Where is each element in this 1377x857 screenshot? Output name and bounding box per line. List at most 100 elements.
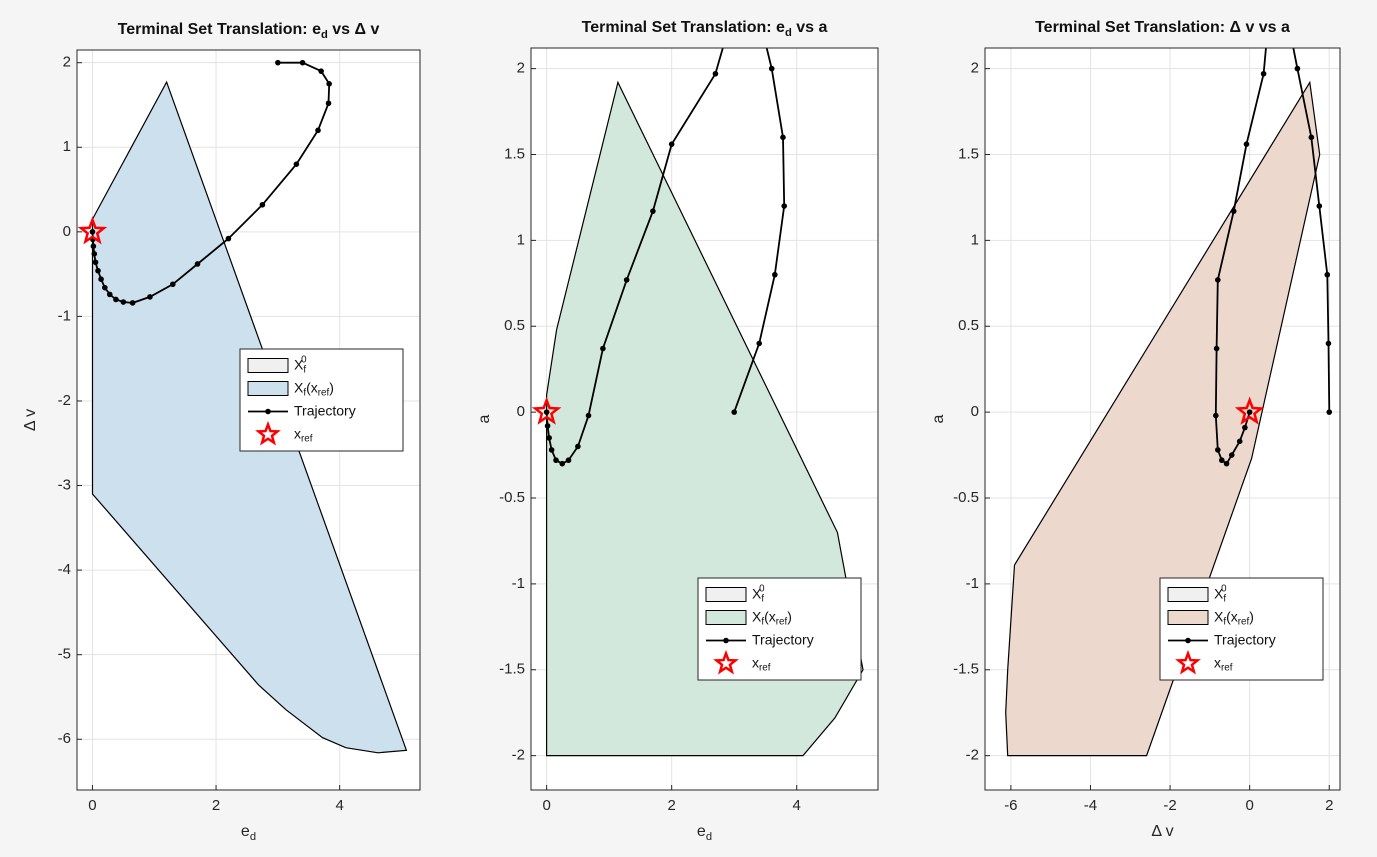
chart-title: Terminal Set Translation: ed vs a — [582, 19, 828, 39]
legend-label-part: X — [752, 585, 762, 601]
trajectory-point — [650, 208, 656, 214]
chart-title-part: Terminal Set Translation: Δ v vs a — [1035, 19, 1290, 36]
trajectory-point — [1324, 271, 1331, 278]
legend-label: Xf0 — [1214, 583, 1227, 604]
trajectory-point — [293, 161, 300, 167]
trajectory-point — [90, 243, 97, 250]
trajectory-point — [92, 259, 99, 266]
trajectory-point — [731, 6, 737, 12]
axes-frame — [530, 47, 879, 791]
reference-star — [1234, 396, 1265, 425]
legend-label-part: ref — [776, 616, 788, 627]
x-tick-label: 4 — [793, 797, 801, 814]
y-tick-label: -0.5 — [499, 489, 525, 506]
legend-swatch — [713, 649, 739, 675]
legend-swatch — [705, 587, 747, 602]
chart-title-part: d — [321, 29, 328, 41]
legend-label-part: X — [1214, 585, 1224, 601]
y-tick-label: 1.5 — [958, 145, 979, 162]
axes-frame — [984, 47, 1341, 791]
x-tick-label: 0 — [88, 797, 96, 814]
chart-title-part: Terminal Set Translation: e — [582, 19, 785, 36]
legend-swatch-dot — [265, 408, 271, 415]
trajectory-point — [1215, 277, 1221, 283]
legend-label-part: f — [761, 593, 764, 604]
trajectory-point — [1223, 460, 1230, 467]
y-tick-label: 1 — [971, 231, 979, 248]
y-tick-label: -6 — [58, 730, 71, 747]
trajectory-point — [1260, 70, 1267, 77]
trajectory-point — [546, 435, 552, 441]
x-tick-label: -2 — [1163, 797, 1176, 814]
trajectory-point — [89, 229, 96, 235]
y-tick-label: -2 — [966, 747, 979, 764]
legend-swatch-dot — [1185, 637, 1191, 644]
trajectory-point — [120, 299, 127, 305]
legend-label: Xf(xref) — [1214, 608, 1254, 627]
legend-label-part: f — [761, 616, 764, 627]
legend-swatch — [705, 610, 747, 625]
y-tick-label: -0.5 — [953, 489, 979, 506]
trajectory-point — [1283, 6, 1289, 12]
chart-title-part: d — [785, 27, 792, 39]
y-tick-label: -1.5 — [499, 661, 525, 678]
legend-swatch — [1167, 587, 1209, 602]
trajectory-point — [147, 294, 153, 300]
legend-label: Trajectory — [1214, 631, 1276, 647]
legend-label: Trajectory — [752, 631, 814, 647]
x-tick-label: 2 — [668, 797, 676, 814]
trajectory-point — [129, 300, 136, 306]
trajectory-point — [1316, 203, 1323, 209]
y-tick-label: 2 — [517, 60, 525, 77]
trajectory-point — [1215, 447, 1221, 453]
y-tick-label: -2 — [58, 392, 71, 409]
legend-label: Xf(xref) — [294, 379, 334, 398]
x-axis-label-part: d — [706, 831, 712, 843]
x-tick-label: -4 — [1084, 797, 1097, 814]
trajectory-line — [545, 48, 786, 465]
trajectory-point — [259, 201, 266, 208]
x-axis-label-part: d — [250, 831, 256, 843]
legend-label: Xf(xref) — [752, 608, 792, 627]
y-tick-label: 2 — [971, 60, 979, 77]
set-polygon — [1005, 80, 1321, 757]
legend-label-part: f — [1223, 593, 1226, 604]
legend-label-part: ) — [1249, 608, 1254, 624]
trajectory-point — [113, 296, 119, 303]
legend-label-part: x — [1214, 654, 1221, 670]
legend-label-part: Trajectory — [752, 631, 814, 647]
trajectory-point — [1213, 345, 1220, 352]
legend-label-part: x — [752, 654, 759, 670]
trajectory-point — [756, 340, 763, 347]
trajectory-point — [1294, 65, 1301, 72]
legend-label: xref — [1214, 654, 1233, 673]
y-tick-label: 0 — [63, 223, 71, 240]
trajectory-point — [1326, 409, 1333, 415]
reference-star — [77, 216, 108, 245]
y-axis-label-part: a — [930, 414, 947, 423]
x-axis-label-part: e — [697, 823, 706, 840]
y-tick-label: -1 — [58, 307, 71, 324]
trajectory-point — [1243, 141, 1250, 147]
trajectory-point — [1218, 457, 1225, 464]
trajectory-point — [772, 271, 778, 278]
y-tick-label: -3 — [58, 477, 71, 494]
trajectory-point — [548, 447, 555, 453]
trajectory-point — [544, 423, 551, 429]
trajectory-point — [712, 70, 719, 77]
trajectory-point — [623, 277, 630, 283]
axes-frame — [76, 49, 421, 791]
trajectory-point — [600, 345, 606, 352]
x-tick-label: 0 — [1245, 797, 1253, 814]
trajectory-point — [780, 134, 786, 141]
y-tick-label: 1.5 — [504, 145, 525, 162]
trajectory-point — [559, 460, 566, 467]
legend-swatch — [1175, 649, 1201, 675]
axes: 0 2 4 -6 -5 -4 -3 -2 -1 0 1 2 Terminal Set Translati… — [22, 21, 421, 843]
reference-star — [531, 396, 562, 425]
trajectory-point — [91, 251, 98, 257]
y-tick-label: -2 — [512, 747, 525, 764]
legend-label-part: 0 — [759, 583, 765, 594]
x-tick-label: -6 — [1004, 797, 1017, 814]
